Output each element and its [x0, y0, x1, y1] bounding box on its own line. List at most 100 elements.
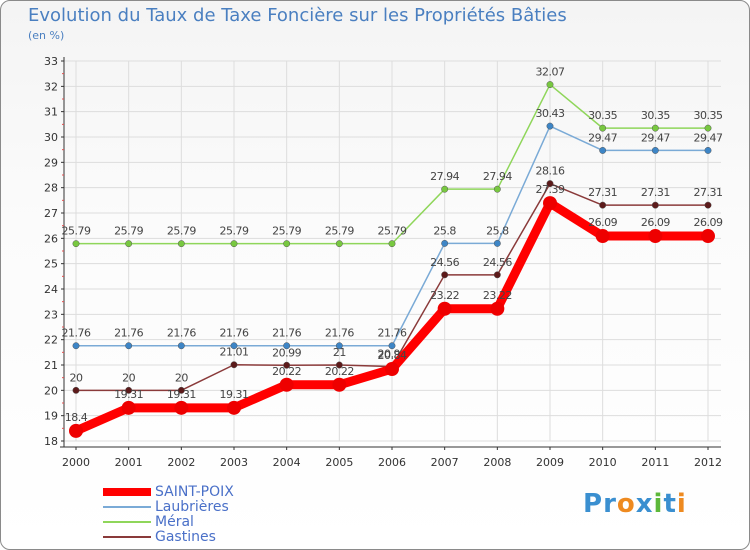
data-label-laubrieres: 21.76 [114, 327, 143, 340]
data-label-saint-poix: 26.09 [588, 216, 617, 229]
data-point-laubrieres [335, 342, 343, 350]
data-label-laubrieres: 21.76 [378, 327, 407, 340]
data-label-saint-poix: 19.31 [167, 388, 196, 401]
data-label-gastines: 21 [333, 346, 346, 359]
data-label-gastines: 20 [70, 371, 83, 384]
data-point-laubrieres [72, 342, 80, 350]
x-tick-label: 2003 [220, 456, 248, 469]
x-tick-label: 2008 [483, 456, 511, 469]
data-label-meral: 32.07 [536, 66, 565, 79]
data-point-saint-poix [595, 229, 610, 244]
logo-letter: t [663, 489, 677, 519]
data-label-saint-poix: 19.31 [220, 388, 249, 401]
y-tick-label: 19 [44, 410, 58, 423]
data-label-laubrieres: 21.76 [220, 327, 249, 340]
data-point-gastines [441, 271, 449, 279]
legend-item-gastines: Gastines [103, 530, 323, 545]
data-label-gastines: 24.56 [483, 256, 512, 269]
x-tick-label: 2000 [62, 456, 90, 469]
logo-letter: i [676, 489, 687, 519]
data-point-meral [388, 240, 396, 248]
legend-swatch-meral [103, 521, 151, 523]
x-tick-label: 2002 [167, 456, 195, 469]
data-label-laubrieres: 25.8 [486, 224, 509, 237]
y-tick-label: 29 [44, 156, 58, 169]
chart-unit-label: (en %) [28, 29, 65, 42]
data-point-meral [441, 185, 449, 193]
data-point-saint-poix [437, 301, 452, 316]
x-tick-label: 2005 [325, 456, 353, 469]
legend-swatch-saint-poix [103, 488, 151, 496]
y-tick-label: 30 [44, 131, 58, 144]
data-label-laubrieres: 25.8 [433, 224, 456, 237]
x-tick-label: 2001 [115, 456, 143, 469]
y-tick-label: 23 [44, 308, 58, 321]
data-point-laubrieres [230, 342, 238, 350]
data-point-gastines [599, 201, 607, 209]
data-label-meral: 25.79 [114, 225, 143, 238]
x-tick-label: 2012 [694, 456, 722, 469]
data-point-meral [177, 240, 185, 248]
data-label-saint-poix: 26.09 [641, 216, 670, 229]
logo-letter: i [653, 489, 664, 519]
legend-label-gastines: Gastines [155, 529, 216, 545]
data-point-laubrieres [704, 146, 712, 154]
data-point-saint-poix [490, 301, 505, 316]
legend-label-laubrieres: Laubrières [155, 499, 229, 515]
legend-swatch-laubrieres [103, 506, 151, 508]
data-point-meral [599, 124, 607, 132]
x-tick-label: 2010 [589, 456, 617, 469]
data-point-saint-poix [385, 362, 399, 377]
y-tick-label: 18 [44, 435, 58, 448]
chart-title: Evolution du Taux de Taxe Foncière sur l… [28, 5, 567, 26]
data-point-meral [493, 185, 501, 193]
data-label-saint-poix: 18.4 [65, 411, 88, 424]
data-point-gastines [651, 201, 659, 209]
data-point-meral [283, 240, 291, 248]
data-point-gastines [335, 361, 343, 369]
legend-item-meral: Méral [103, 515, 323, 530]
data-label-gastines: 20 [175, 371, 188, 384]
data-label-laubrieres: 21.76 [325, 327, 354, 340]
data-label-meral: 25.79 [220, 225, 249, 238]
data-point-meral [335, 240, 343, 248]
data-label-laubrieres: 29.47 [588, 131, 617, 144]
y-tick-label: 22 [44, 334, 58, 347]
y-tick-label: 27 [44, 207, 58, 220]
data-label-gastines: 27.31 [641, 186, 670, 199]
data-label-meral: 30.35 [588, 109, 617, 122]
data-point-meral [230, 240, 238, 248]
data-point-saint-poix [279, 377, 294, 392]
data-label-gastines: 21.01 [220, 346, 249, 359]
y-tick-label: 20 [44, 384, 58, 397]
data-label-meral: 25.79 [272, 225, 301, 238]
data-point-gastines [704, 201, 712, 209]
data-point-gastines [177, 386, 185, 394]
data-point-gastines [230, 361, 238, 369]
data-label-gastines: 28.16 [536, 165, 565, 178]
data-point-saint-poix [69, 423, 83, 438]
data-label-saint-poix: 23.22 [483, 289, 512, 302]
y-tick-label: 31 [44, 106, 58, 119]
y-tick-label: 21 [44, 359, 58, 372]
y-tick-label: 25 [44, 258, 58, 271]
data-label-saint-poix: 20.84 [378, 349, 407, 362]
data-label-saint-poix: 20.22 [325, 365, 354, 378]
data-point-saint-poix [174, 400, 189, 415]
data-point-saint-poix [648, 229, 663, 244]
data-label-meral: 30.35 [641, 109, 670, 122]
data-point-saint-poix [121, 400, 136, 415]
logo-letter: o [616, 489, 636, 519]
logo-letter: x [635, 489, 654, 519]
chart-legend: SAINT-POIX Laubrières Méral Gastines [103, 485, 323, 545]
logo-letter: P [583, 489, 604, 519]
data-label-laubrieres: 21.76 [272, 327, 301, 340]
data-label-saint-poix: 26.09 [694, 216, 723, 229]
data-point-gastines [493, 271, 501, 279]
x-tick-label: 2007 [431, 456, 459, 469]
data-label-gastines: 27.31 [588, 186, 617, 199]
data-label-gastines: 20 [122, 371, 135, 384]
data-point-laubrieres [125, 342, 133, 350]
data-label-gastines: 27.31 [694, 186, 723, 199]
y-tick-label: 32 [44, 80, 58, 93]
